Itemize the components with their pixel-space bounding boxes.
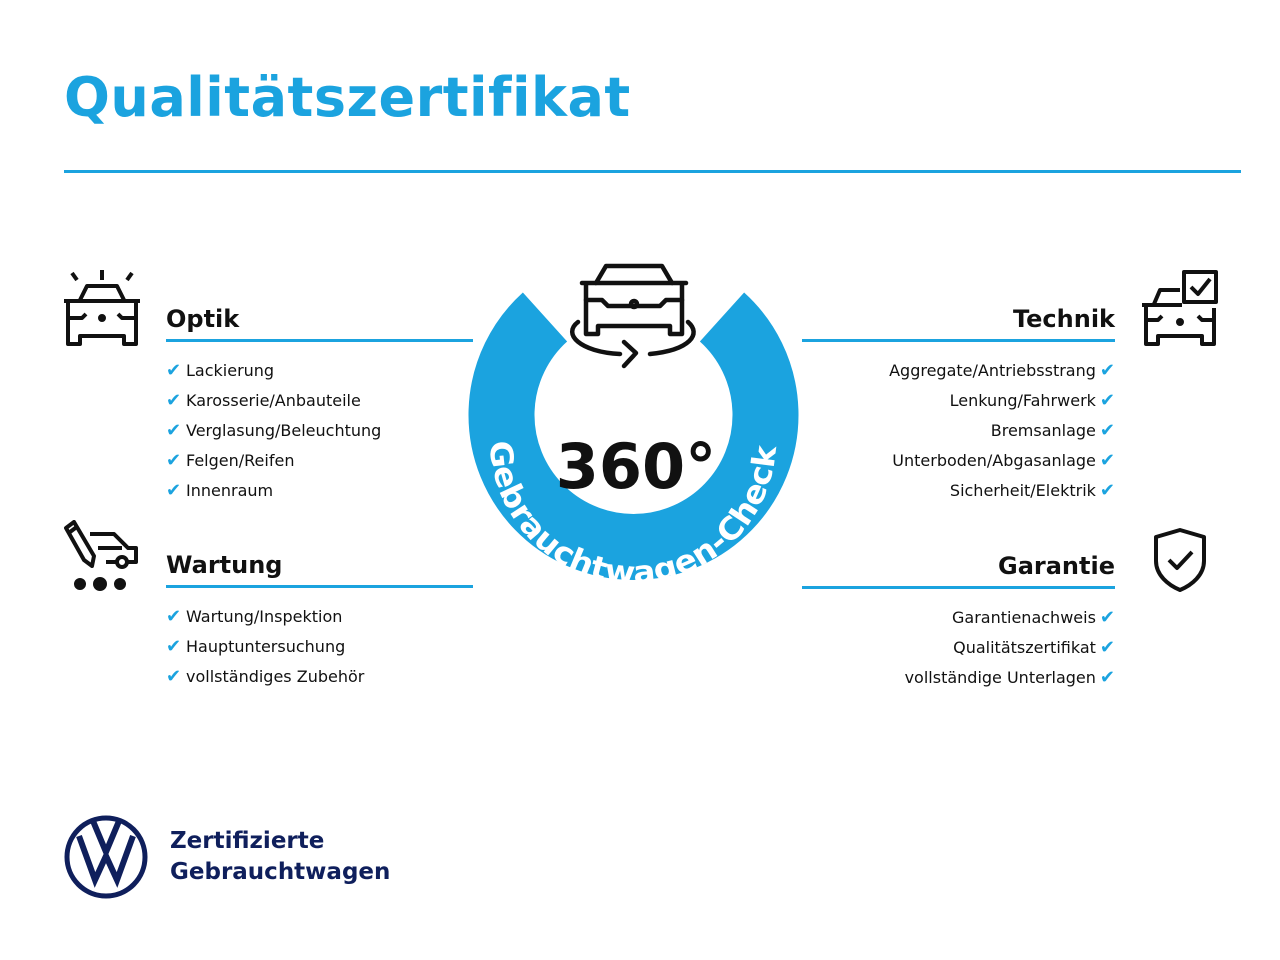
check-icon: ✔	[1099, 360, 1115, 381]
list-item: Qualitätszertifikat ✔	[802, 633, 1115, 663]
check-icon: ✔	[1099, 637, 1115, 658]
list-item: ✔ vollständiges Zubehör	[166, 662, 473, 692]
page-title: Qualitätszertifikat	[64, 66, 631, 129]
brand-text: Zertifizierte Gebrauchtwagen	[170, 828, 391, 885]
degrees-label: 360°	[556, 430, 716, 503]
check-icon: ✔	[166, 450, 182, 471]
list-item: Lenkung/Fahrwerk ✔	[802, 386, 1115, 416]
section-heading: Optik	[166, 305, 240, 333]
list-item: ✔ Wartung/Inspektion	[166, 602, 473, 632]
list-item: Bremsanlage ✔	[802, 416, 1115, 446]
section-divider	[166, 585, 473, 588]
check-icon: ✔	[166, 480, 182, 501]
title-divider	[64, 170, 1241, 173]
section-heading: Technik	[1012, 305, 1115, 333]
check-icon: ✔	[1099, 450, 1115, 471]
check-icon: ✔	[166, 666, 182, 687]
car-checkbox-icon	[1142, 270, 1218, 346]
check-icon: ✔	[166, 420, 182, 441]
section-divider	[802, 339, 1115, 342]
list-item: Aggregate/Antriebsstrang ✔	[802, 356, 1115, 386]
list-item: Sicherheit/Elektrik ✔	[802, 476, 1115, 506]
check-icon: ✔	[166, 360, 182, 381]
ring	[468, 292, 799, 580]
check-icon: ✔	[166, 636, 182, 657]
check-icon: ✔	[1099, 390, 1115, 411]
section-heading: Garantie	[998, 552, 1115, 580]
list-item: ✔ Verglasung/Beleuchtung	[166, 416, 473, 446]
section-heading: Wartung	[166, 551, 283, 579]
section-optik: Optik ✔ Lackierung ✔ Karosserie/Anbauteile…	[166, 301, 473, 506]
list-item: ✔ Karosserie/Anbauteile	[166, 386, 473, 416]
car-lights-icon	[64, 270, 140, 346]
car-service-icon	[64, 520, 138, 591]
check-icon: ✔	[166, 606, 182, 627]
list-item: ✔ Innenraum	[166, 476, 473, 506]
list-item: ✔ Lackierung	[166, 356, 473, 386]
section-technik: Technik Aggregate/Antriebsstrang ✔ Lenkun…	[802, 301, 1115, 506]
check-icon: ✔	[1099, 420, 1115, 441]
check-icon: ✔	[1099, 480, 1115, 501]
section-divider	[802, 586, 1115, 589]
list-item: Garantienachweis ✔	[802, 603, 1115, 633]
list-item: ✔ Felgen/Reifen	[166, 446, 473, 476]
section-wartung: Wartung ✔ Wartung/Inspektion ✔ Hauptunters…	[166, 547, 473, 692]
section-garantie: Garantie Garantienachweis ✔ Qualitätszert…	[802, 548, 1115, 693]
check-icon: ✔	[1099, 607, 1115, 628]
section-divider	[166, 339, 473, 342]
shield-check-icon	[1154, 528, 1206, 592]
check-icon: ✔	[166, 390, 182, 411]
list-item: Unterboden/Abgasanlage ✔	[802, 446, 1115, 476]
check-icon: ✔	[1099, 667, 1115, 688]
vw-logo	[64, 815, 148, 899]
list-item: vollständige Unterlagen ✔	[802, 663, 1115, 693]
gebrauchtwagen-check-badge: Gebrauchtwagen-Check 360°	[468, 263, 799, 592]
car-rotate-icon	[570, 263, 696, 369]
list-item: ✔ Hauptuntersuchung	[166, 632, 473, 662]
